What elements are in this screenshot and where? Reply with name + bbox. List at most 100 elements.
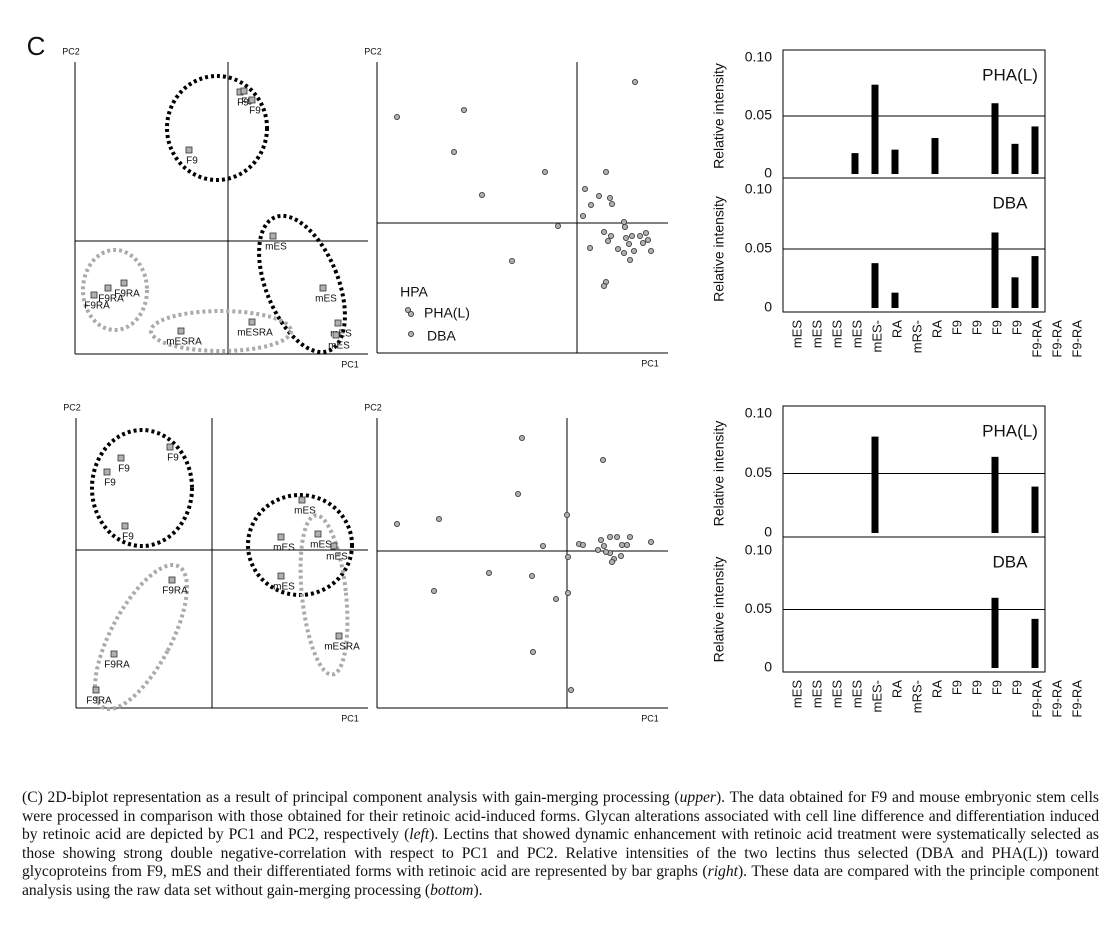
caption-text: ). These data are compared with the prin… <box>22 863 1099 899</box>
data-point <box>645 236 652 243</box>
y-axis-label: PC2 <box>364 46 382 56</box>
data-point <box>166 443 174 451</box>
category-label: mES <box>789 680 804 709</box>
y-axis-label: Relative intensity <box>711 196 727 302</box>
data-point <box>605 237 612 244</box>
data-point <box>622 223 629 230</box>
data-point <box>478 191 485 198</box>
bar <box>1031 126 1039 174</box>
data-point <box>580 212 587 219</box>
data-point <box>335 632 343 640</box>
data-point <box>121 522 129 530</box>
y-tick-label: 0.05 <box>745 464 772 480</box>
data-point <box>553 596 560 603</box>
data-point <box>110 650 118 658</box>
figure: C PC2PC1F9F9F9F9mESmESmESmESF9RAF9RAF9RA… <box>27 31 1085 724</box>
data-point <box>600 456 607 463</box>
data-point <box>603 549 610 556</box>
point-label: mES <box>265 242 287 253</box>
bar <box>1031 486 1039 533</box>
data-point <box>632 79 639 86</box>
data-point <box>393 521 400 528</box>
data-point <box>117 454 125 462</box>
caption-emphasis: bottom <box>430 881 474 899</box>
category-label: F9-RA <box>1069 680 1084 718</box>
cluster-ellipse <box>298 513 350 677</box>
y-axis-label: PC2 <box>62 46 80 56</box>
cluster-ellipse <box>165 74 269 182</box>
data-point <box>240 87 248 95</box>
data-point <box>404 306 411 313</box>
data-point <box>624 542 631 549</box>
data-point <box>568 687 575 694</box>
data-point <box>643 229 650 236</box>
data-point <box>627 534 634 541</box>
bar <box>1011 277 1019 308</box>
category-label: F9-RA <box>1049 320 1064 358</box>
y-tick-label: 0.05 <box>745 600 772 616</box>
data-point <box>603 168 610 175</box>
bar <box>991 597 999 668</box>
y-tick-label: 0.10 <box>745 181 772 197</box>
data-point <box>540 543 547 550</box>
y-axis-label: Relative intensity <box>711 421 727 527</box>
data-point <box>564 512 571 519</box>
y-axis-label: PC2 <box>63 402 81 412</box>
data-point <box>637 232 644 239</box>
point-label: HPA <box>400 284 428 300</box>
bar <box>1031 256 1039 308</box>
data-point <box>608 232 615 239</box>
data-point <box>460 107 467 114</box>
y-axis-label: PC2 <box>364 402 382 412</box>
caption-text: ). Lectins that showed dynamic enhanceme… <box>22 826 1099 881</box>
chart-title: PHA(L) <box>982 421 1038 440</box>
x-axis-label: PC1 <box>341 713 359 723</box>
data-point <box>565 590 572 597</box>
data-point <box>596 192 603 199</box>
point-label: F9 <box>122 532 134 543</box>
data-point <box>529 573 536 580</box>
category-label: mRS- <box>909 680 924 713</box>
point-label: PHA(L) <box>424 305 470 321</box>
y-axis-label: Relative intensity <box>711 557 727 663</box>
data-point <box>640 239 647 246</box>
category-label: F9 <box>1009 680 1024 695</box>
data-point <box>177 327 185 335</box>
category-label: F9 <box>969 680 984 695</box>
cluster-ellipse <box>93 562 189 712</box>
point-label: mESRA <box>324 642 360 653</box>
data-point <box>332 331 340 339</box>
point-label: F9RA <box>162 586 188 597</box>
point-label: F9 <box>237 98 249 109</box>
data-point <box>393 114 400 121</box>
bar <box>1011 143 1019 174</box>
data-point <box>90 291 98 299</box>
category-label: F9 <box>1009 320 1024 335</box>
point-label: mES <box>294 506 316 517</box>
data-point <box>248 96 256 104</box>
data-point <box>609 559 616 566</box>
bar <box>851 153 859 174</box>
category-label: mES <box>849 680 864 709</box>
cluster-ellipse <box>149 309 293 353</box>
data-point <box>120 279 128 287</box>
data-point <box>598 537 605 544</box>
bar <box>991 232 999 308</box>
data-point <box>607 194 614 201</box>
point-label: F9 <box>167 453 179 464</box>
data-point <box>595 547 602 554</box>
data-point <box>407 310 414 317</box>
y-tick-label: 0.10 <box>745 405 772 421</box>
category-label: mRS- <box>909 320 924 353</box>
point-label: mESRA <box>237 328 273 339</box>
category-label: mES- <box>869 680 884 713</box>
data-point <box>92 686 100 694</box>
y-tick-label: 0.05 <box>745 240 772 256</box>
data-point <box>407 330 414 337</box>
category-label: F9 <box>969 320 984 335</box>
data-point <box>623 234 630 241</box>
y-axis-label: Relative intensity <box>711 63 727 169</box>
cluster-ellipse <box>257 213 347 355</box>
category-label: F9-RA <box>1029 680 1044 718</box>
